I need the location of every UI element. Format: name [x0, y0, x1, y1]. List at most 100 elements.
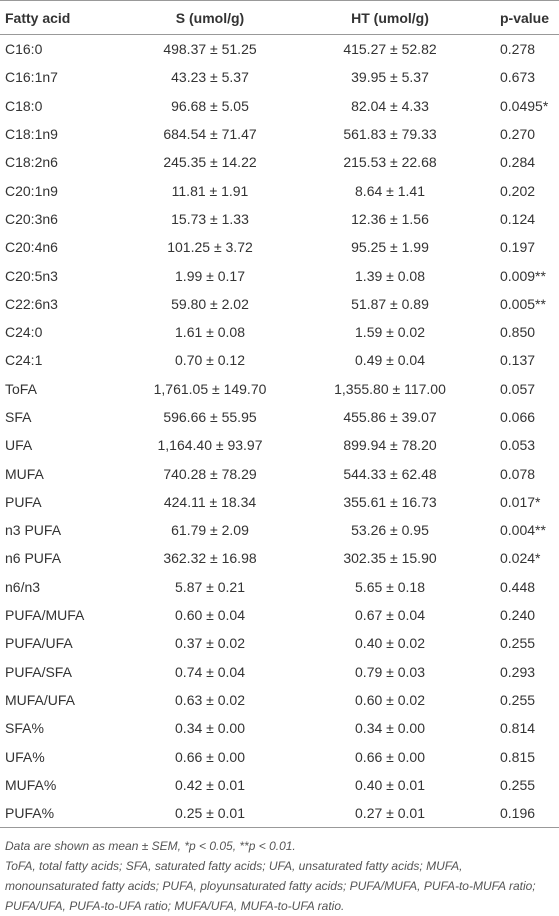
- table-cell: 455.86 ± 39.07: [343, 409, 437, 425]
- table-cell: 424.11 ± 18.34: [163, 493, 257, 510]
- table-row: SFA 596.66 ± 55.95 455.86 ± 39.07 0.066: [0, 403, 559, 431]
- table-cell: 0.79 ± 0.03: [355, 663, 425, 680]
- table-cell: 740.28 ± 78.29: [163, 465, 257, 482]
- table-cell: 0.66 ± 0.00: [175, 748, 245, 765]
- table-row: C18:1n9 684.54 ± 71.47 561.83 ± 79.33 0.270: [0, 120, 559, 148]
- table-cell: 39.95 ± 5.37: [351, 69, 429, 86]
- table-row: C24:0 1.61 ± 0.08 1.59 ± 0.02 0.850: [0, 318, 559, 346]
- table-cell: 1,355.80 ± 117.00: [334, 380, 446, 397]
- table-cell: 0.066: [500, 409, 536, 425]
- table-cell: 0.74 ± 0.04: [175, 663, 245, 680]
- table-row: MUFA% 0.42 ± 0.01 0.40 ± 0.01 0.255: [0, 771, 559, 799]
- table-cell: 43.23 ± 5.37: [171, 69, 249, 86]
- table-cell: PUFA%: [0, 799, 125, 829]
- table-cell: 1,761.05 ± 149.70: [153, 380, 267, 397]
- table-row: C18:2n6 245.35 ± 14.22 215.53 ± 22.68 0.284: [0, 148, 559, 176]
- table-cell: 5.65 ± 0.18: [355, 578, 425, 595]
- table-cell: 0.49 ± 0.04: [355, 352, 425, 369]
- table-cell: 0.40 ± 0.02: [355, 635, 425, 652]
- table-row: n3 PUFA 61.79 ± 2.09 53.26 ± 0.95 0.004**: [0, 516, 559, 544]
- table-row: SFA% 0.34 ± 0.00 0.34 ± 0.00 0.814: [0, 714, 559, 742]
- table-cell: 0.42 ± 0.01: [175, 776, 245, 793]
- table-cell: 1.61 ± 0.08: [175, 324, 245, 341]
- table-cell: 415.27 ± 52.82: [343, 41, 437, 58]
- table-cell: MUFA: [5, 465, 44, 482]
- table-cell: 5.87 ± 0.21: [175, 578, 245, 595]
- table-cell: C20:3n6: [5, 210, 58, 227]
- table-cell: n6 PUFA: [5, 550, 62, 567]
- table-cell: PUFA/SFA: [5, 663, 72, 680]
- table-cell: 0.197: [500, 239, 536, 256]
- table-cell: UFA: [5, 437, 33, 454]
- table-cell: 0.63 ± 0.02: [175, 691, 245, 708]
- table-cell: C20:5n3: [5, 267, 58, 284]
- header-row: Fatty acid S (umol/g) HT (umol/g) p-value: [0, 0, 559, 35]
- table-cell: n6/n3: [5, 578, 41, 595]
- table-cell: C18:2n6: [5, 154, 58, 171]
- table-body: C16:0 498.37 ± 51.25 415.27 ± 52.82 0.278 C1…: [0, 35, 559, 829]
- table-cell: MUFA%: [5, 776, 57, 793]
- table-cell: 0.278: [500, 41, 536, 58]
- table-row: C20:1n9 11.81 ± 1.91 8.64 ± 1.41 0.202: [0, 176, 559, 204]
- table-row: PUFA% 0.25 ± 0.01 0.27 ± 0.01 0.196: [0, 799, 559, 829]
- table-cell: 355.61 ± 16.73: [343, 493, 437, 510]
- table-row: PUFA/UFA 0.37 ± 0.02 0.40 ± 0.02 0.255: [0, 629, 559, 657]
- data-table: Fatty acid S (umol/g) HT (umol/g) p-value C…: [0, 0, 559, 829]
- table-cell: 0.673: [500, 69, 536, 86]
- table-cell: 12.36 ± 1.56: [351, 210, 429, 227]
- table-row: n6/n3 5.87 ± 0.21 5.65 ± 0.18 0.448: [0, 573, 559, 601]
- table-cell: 0.60 ± 0.02: [355, 691, 425, 708]
- table-cell: 899.94 ± 78.20: [343, 437, 437, 454]
- table-cell: 0.240: [500, 607, 536, 624]
- table-cell: PUFA/MUFA: [5, 607, 85, 624]
- table-cell: 0.850: [500, 324, 536, 341]
- table-row: UFA% 0.66 ± 0.00 0.66 ± 0.00 0.815: [0, 742, 559, 770]
- table-cell: 0.40 ± 0.01: [355, 776, 425, 793]
- table-cell: 59.80 ± 2.02: [171, 295, 249, 312]
- column-header: S (umol/g): [125, 0, 295, 35]
- table-cell: 0.66 ± 0.00: [355, 748, 425, 765]
- table-row: C20:4n6 101.25 ± 3.72 95.25 ± 1.99 0.197: [0, 233, 559, 261]
- table-row: PUFA 424.11 ± 18.34 355.61 ± 16.73 0.017*: [0, 488, 559, 516]
- table-row: MUFA 740.28 ± 78.29 544.33 ± 62.48 0.078: [0, 459, 559, 487]
- table-cell: 53.26 ± 0.95: [351, 522, 429, 539]
- table-cell: 684.54 ± 71.47: [163, 126, 257, 143]
- table-cell: 0.25 ± 0.01: [125, 799, 295, 829]
- table-cell: 11.81 ± 1.91: [171, 182, 249, 199]
- table-cell: C18:0: [5, 97, 43, 114]
- table-cell: 0.34 ± 0.00: [175, 720, 245, 737]
- table-cell: 0.0495*: [500, 97, 549, 114]
- table-row: C24:1 0.70 ± 0.12 0.49 ± 0.04 0.137: [0, 346, 559, 374]
- table-cell: 1.99 ± 0.17: [175, 267, 245, 284]
- table-cell: 8.64 ± 1.41: [355, 182, 425, 199]
- table-cell: 0.009**: [500, 267, 546, 284]
- column-header: p-value: [485, 0, 559, 35]
- table-cell: ToFA: [5, 380, 37, 397]
- table-row: n6 PUFA 362.32 ± 16.98 302.35 ± 15.90 0.024…: [0, 544, 559, 572]
- table-cell: 0.37 ± 0.02: [175, 635, 245, 652]
- table-cell: SFA%: [5, 720, 44, 737]
- table-cell: C24:0: [5, 324, 43, 341]
- table-header: Fatty acid S (umol/g) HT (umol/g) p-value: [0, 0, 559, 35]
- table-cell: 0.814: [500, 720, 536, 737]
- table-row: ToFA 1,761.05 ± 149.70 1,355.80 ± 117.00 0.…: [0, 375, 559, 403]
- column-header: HT (umol/g): [295, 0, 485, 35]
- table-cell: 0.202: [500, 182, 536, 199]
- table-row: MUFA/UFA 0.63 ± 0.02 0.60 ± 0.02 0.255: [0, 686, 559, 714]
- note: Data are shown as mean ± SEM, *p < 0.05,…: [5, 839, 296, 854]
- table-row: C16:1n7 43.23 ± 5.37 39.95 ± 5.37 0.673: [0, 63, 559, 91]
- table-cell: 82.04 ± 4.33: [351, 97, 429, 114]
- table-cell: 0.024*: [500, 550, 541, 567]
- table-cell: SFA: [5, 409, 32, 425]
- table-cell: MUFA/UFA: [5, 691, 76, 708]
- table-row: C20:5n3 1.99 ± 0.17 1.39 ± 0.08 0.009**: [0, 261, 559, 289]
- table-cell: 0.057: [500, 380, 536, 397]
- table-cell: 0.255: [500, 691, 536, 708]
- table-cell: 362.32 ± 16.98: [163, 550, 257, 567]
- table-cell: 302.35 ± 15.90: [343, 550, 437, 567]
- table-cell: n3 PUFA: [5, 522, 62, 539]
- table-row: UFA 1,164.40 ± 93.97 899.94 ± 78.20 0.053: [0, 431, 559, 459]
- table-cell: 215.53 ± 22.68: [343, 154, 437, 171]
- table-cell: 0.67 ± 0.04: [355, 607, 425, 624]
- table-cell: 95.25 ± 1.99: [351, 239, 429, 256]
